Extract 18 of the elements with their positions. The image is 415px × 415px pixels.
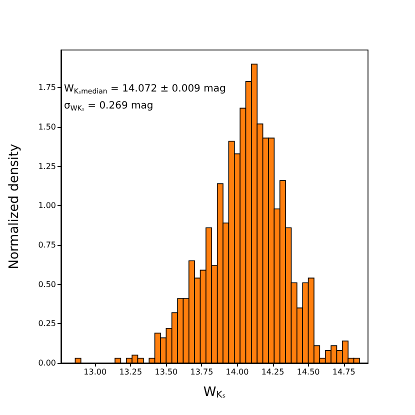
y-tick-label: 0.25 xyxy=(38,319,56,328)
x-tick-label: 13.50 xyxy=(154,368,178,376)
y-tick-label: 1.00 xyxy=(38,201,56,210)
x-axis-title: WKₛ xyxy=(203,384,226,400)
x-tick-label: 14.00 xyxy=(226,368,249,376)
y-tick-label: 0.00 xyxy=(38,358,56,368)
x-tick-label: 13.00 xyxy=(84,368,107,376)
y-tick-label: 1.25 xyxy=(38,162,56,171)
x-tick-label: 13.25 xyxy=(119,368,142,376)
x-tick-label: 14.75 xyxy=(332,368,356,376)
y-tick-label: 0.75 xyxy=(38,240,56,250)
x-tick-label: 14.25 xyxy=(261,368,284,376)
x-tick-label: 14.50 xyxy=(296,368,320,376)
y-tick-label: 0.50 xyxy=(38,280,56,289)
y-tick-label: 1.75 xyxy=(38,83,56,92)
y-axis-title: Normalized density xyxy=(7,143,22,270)
x-tick-label: 13.75 xyxy=(190,368,214,376)
y-tick-label: 1.50 xyxy=(38,122,56,132)
